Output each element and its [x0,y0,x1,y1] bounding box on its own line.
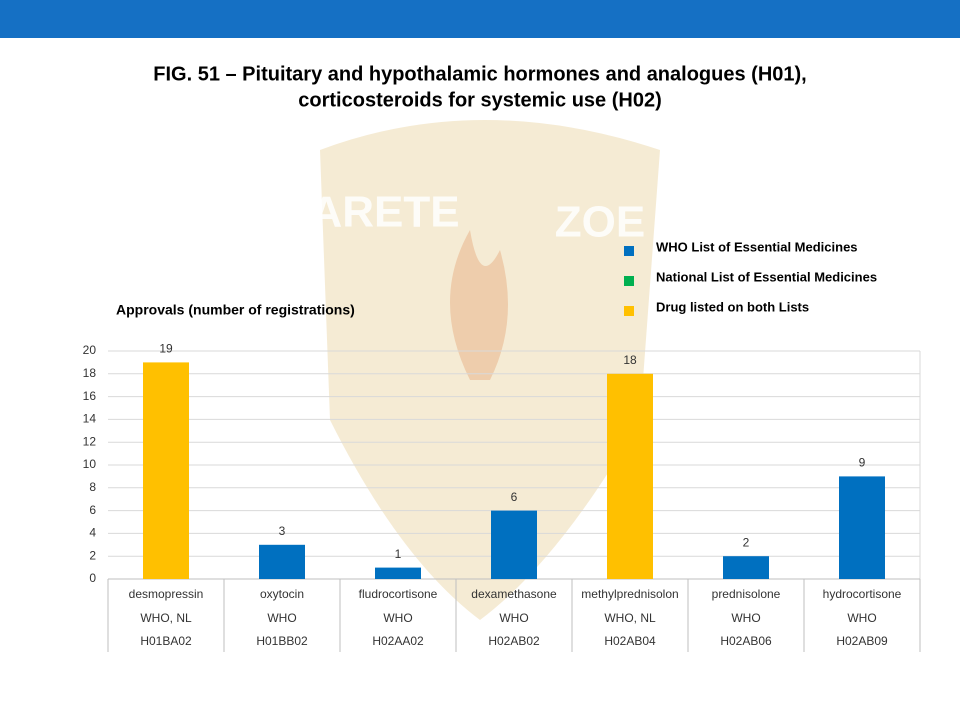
y-axis-label: Approvals (number of registrations) [116,302,355,318]
bar [723,556,769,579]
y-tick-label: 16 [83,389,97,403]
list-label: WHO, NL [140,611,192,625]
list-label: WHO [847,611,876,625]
list-label: WHO, NL [604,611,656,625]
value-label: 9 [859,456,866,470]
y-tick-label: 14 [83,412,97,426]
chart-title: FIG. 51 – Pituitary and hypothalamic hor… [153,63,806,85]
value-label: 6 [511,490,518,504]
y-tick-label: 10 [83,457,97,471]
y-tick-label: 6 [89,503,96,517]
flame [450,230,508,380]
value-label: 19 [159,342,173,356]
chart-subtitle: corticosteroids for systemic use (H02) [298,89,661,111]
shield [320,120,660,620]
y-tick-label: 20 [83,343,97,357]
header-bar [0,0,960,38]
bar [839,476,885,579]
code-label: H02AA02 [372,634,424,648]
bar [375,567,421,579]
x-tick-label: prednisolone [712,587,781,601]
code-label: H02AB06 [720,634,772,648]
legend-swatch [624,306,634,316]
legend-swatch [624,276,634,286]
code-label: H02AB02 [488,634,540,648]
legend-label: WHO List of Essential Medicines [656,239,858,254]
x-tick-label: methylprednisolon [581,587,678,601]
x-tick-label: desmopressin [129,587,204,601]
code-label: H02AB09 [836,634,888,648]
x-tick-label: fludrocortisone [359,587,438,601]
code-label: H01BA02 [140,634,192,648]
list-label: WHO [383,611,412,625]
value-label: 2 [743,535,750,549]
legend-swatch [624,246,634,256]
list-label: WHO [499,611,528,625]
watermark: ZOE [555,198,645,247]
legend-label: Drug listed on both Lists [656,299,809,314]
y-tick-label: 2 [89,548,96,562]
x-tick-label: hydrocortisone [823,587,902,601]
x-tick-label: oxytocin [260,587,304,601]
y-tick-label: 4 [89,526,96,540]
y-tick-label: 12 [83,434,97,448]
bar [259,544,305,579]
list-label: WHO [267,611,296,625]
x-tick-label: dexamethasone [471,587,557,601]
legend-label: National List of Essential Medicines [656,269,877,284]
y-tick-label: 18 [83,366,97,380]
bar [143,362,189,579]
code-label: H01BB02 [256,634,308,648]
code-label: H02AB04 [604,634,656,648]
bar [607,373,653,579]
value-label: 18 [623,353,637,367]
list-label: WHO [731,611,760,625]
y-tick-label: 8 [89,480,96,494]
watermark: ARETE [310,188,459,237]
value-label: 3 [279,524,286,538]
y-tick-label: 0 [89,571,96,585]
value-label: 1 [395,547,402,561]
bar [491,510,537,579]
